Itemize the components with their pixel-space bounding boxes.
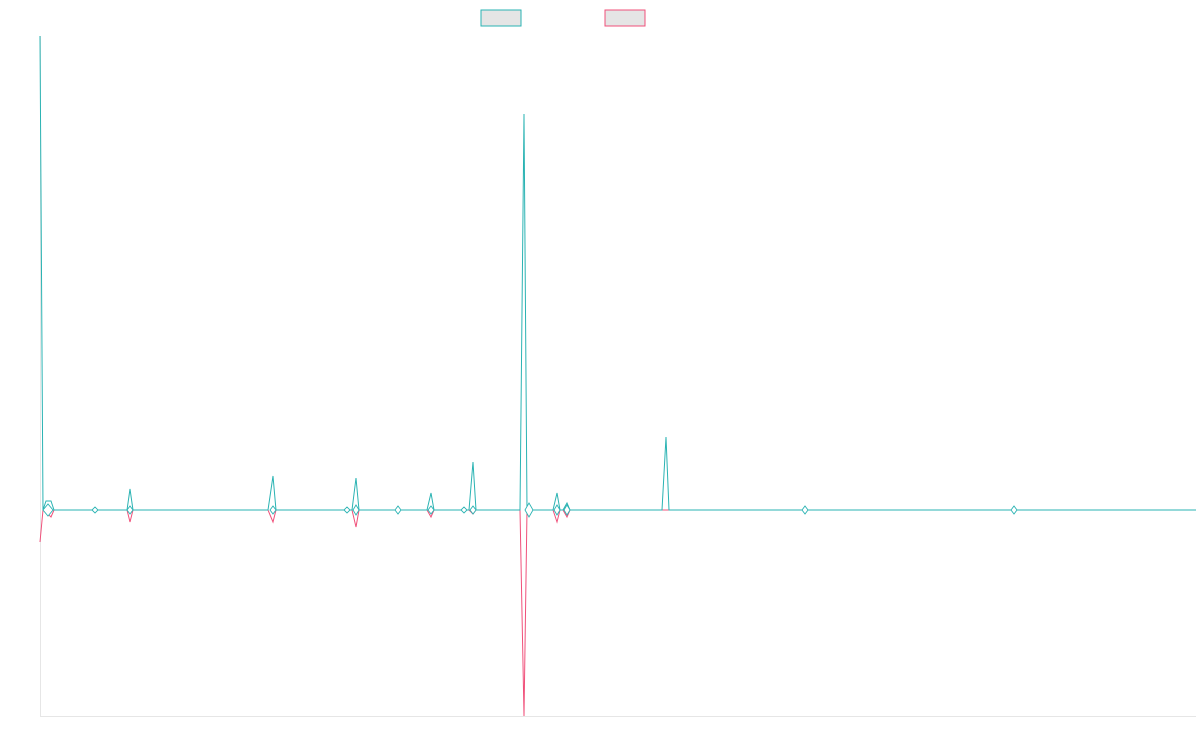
- series-marker: [343, 506, 351, 514]
- legend-swatch-series-1[interactable]: [480, 9, 522, 27]
- series-marker: [1010, 505, 1018, 515]
- series-marker: [469, 505, 477, 515]
- series-marker: [352, 504, 360, 516]
- series-2-line: [39, 509, 1196, 717]
- series-marker: [42, 503, 54, 517]
- series-marker: [801, 505, 809, 515]
- series-marker: [524, 502, 534, 518]
- series-marker: [126, 505, 134, 515]
- series-marker: [394, 505, 402, 515]
- series-marker: [563, 504, 571, 516]
- series-marker: [269, 505, 277, 515]
- legend-swatch-series-2[interactable]: [604, 9, 646, 27]
- series-1-line: [39, 35, 1196, 511]
- series-marker: [91, 506, 99, 514]
- series-layer: [39, 35, 1196, 717]
- series-marker: [553, 504, 561, 516]
- series-marker: [460, 506, 468, 514]
- series-marker: [427, 505, 435, 515]
